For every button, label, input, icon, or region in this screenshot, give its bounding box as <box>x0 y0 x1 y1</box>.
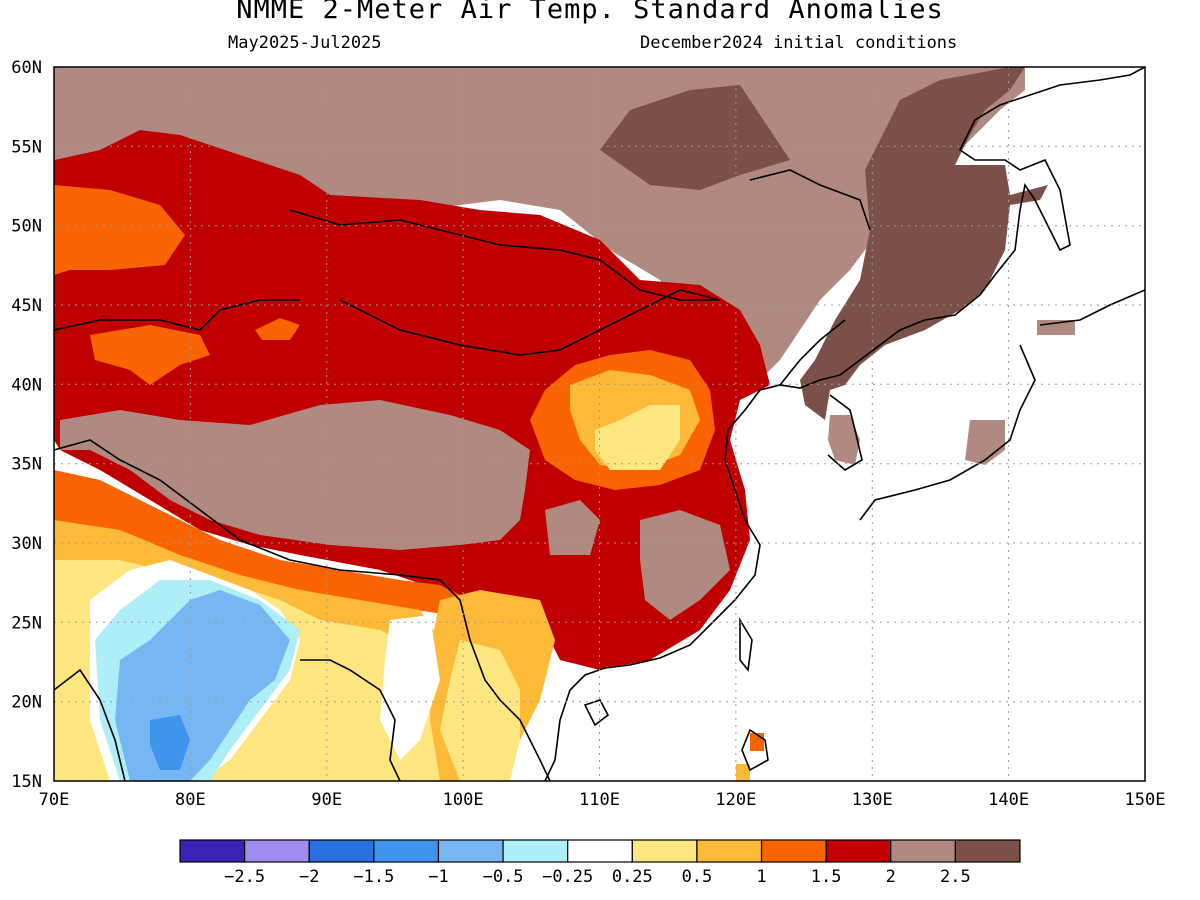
colorbar: −2.5 −2 −1.5 −1 −0.5 −0.25 0.25 0.5 1 1.5 2 2.5 <box>179 839 1021 887</box>
forecast-period: May2025-Jul2025 <box>228 33 382 53</box>
lat-tick-label: 25N <box>11 613 42 633</box>
region-kazakhstan-west <box>54 185 185 275</box>
initial-conditions: December2024 initial conditions <box>640 33 958 53</box>
lon-tick-label: 110E <box>579 790 620 810</box>
region-sichuan-brown <box>545 500 600 555</box>
region-taiwan <box>750 733 764 751</box>
lat-tick-label: 30N <box>11 534 42 554</box>
colorbar-swatch <box>502 839 569 863</box>
lon-tick-label: 150E <box>1125 790 1166 810</box>
lon-tick-label: 90E <box>311 790 342 810</box>
colorbar-swatch <box>696 839 763 863</box>
colorbar-swatch <box>954 839 1021 863</box>
lat-tick-label: 45N <box>11 296 42 316</box>
region-spot-2 <box>255 318 300 340</box>
colorbar-swatch <box>631 839 698 863</box>
colorbar-label: −2.5 <box>224 867 265 887</box>
colorbar-swatch <box>179 839 246 863</box>
colorbar-label: 1 <box>756 867 766 887</box>
colorbar-swatch <box>825 839 892 863</box>
region-himalaya-band <box>54 470 470 615</box>
lon-tick-label: 140E <box>988 790 1029 810</box>
lat-tick-label: 55N <box>11 137 42 157</box>
colorbar-label: 1.5 <box>811 867 842 887</box>
map-title: NMME 2-Meter Air Temp. Standard Anomalie… <box>236 0 944 25</box>
region-north-china-yellow <box>595 405 680 470</box>
lon-tick-label: 120E <box>715 790 756 810</box>
colorbar-swatch <box>890 839 956 863</box>
region-manchuria <box>800 67 1048 420</box>
grid <box>54 67 1145 781</box>
lon-tick-label: 100E <box>443 790 484 810</box>
colorbar-label: −0.25 <box>542 867 593 887</box>
colorbar-label: −1 <box>428 867 448 887</box>
coastlines <box>54 67 1145 781</box>
lat-axis: 60N 55N 50N 45N 40N 35N 30N 25N 20N 15N <box>11 58 42 792</box>
lat-tick-label: 40N <box>11 375 42 395</box>
region-mongolia-east <box>600 85 790 190</box>
lat-tick-label: 60N <box>11 58 42 78</box>
region-korea <box>828 415 860 465</box>
region-india-blue <box>150 715 190 770</box>
colorbar-label: −0.5 <box>483 867 524 887</box>
lat-tick-label: 50N <box>11 217 42 237</box>
colorbar-swatch <box>244 839 310 863</box>
lat-tick-label: 35N <box>11 455 42 475</box>
colorbar-swatch <box>437 839 504 863</box>
region-japan-patch <box>965 420 1005 465</box>
region-southeast-china-brown <box>640 510 730 620</box>
colorbar-label: 2 <box>886 867 896 887</box>
colorbar-label: 0.5 <box>682 867 713 887</box>
region-tibet <box>60 400 530 550</box>
colorbar-swatch <box>373 839 440 863</box>
colorbar-label: 0.25 <box>612 867 653 887</box>
lon-axis: 70E 80E 90E 100E 110E 120E 130E 140E 150E <box>39 790 1166 810</box>
region-siberia <box>54 67 1025 380</box>
region-indochina-yellow <box>440 640 520 781</box>
colorbar-label: −1.5 <box>353 867 394 887</box>
colorbar-swatch <box>567 839 633 863</box>
plot-frame <box>53 66 1146 782</box>
lat-tick-label: 20N <box>11 693 42 713</box>
colorbar-swatch <box>760 839 827 863</box>
lat-tick-label: 15N <box>11 772 42 792</box>
colorbar-swatch <box>308 839 375 863</box>
lon-tick-label: 80E <box>175 790 206 810</box>
colorbar-label: 2.5 <box>940 867 971 887</box>
lon-tick-label: 130E <box>852 790 893 810</box>
colorbar-label: −2 <box>299 867 319 887</box>
region-kazakhstan-spot <box>90 325 210 385</box>
lon-tick-label: 70E <box>39 790 70 810</box>
